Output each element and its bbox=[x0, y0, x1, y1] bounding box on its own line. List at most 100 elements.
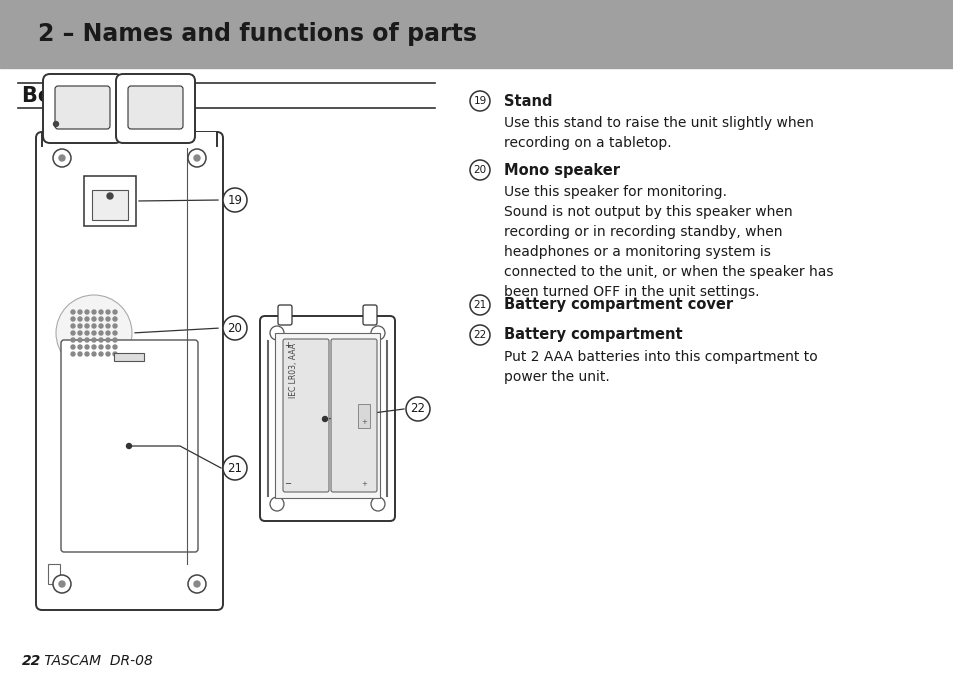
FancyBboxPatch shape bbox=[116, 74, 194, 143]
Circle shape bbox=[99, 331, 103, 335]
FancyBboxPatch shape bbox=[36, 132, 223, 610]
Circle shape bbox=[71, 352, 75, 356]
Circle shape bbox=[91, 352, 96, 356]
Text: 21: 21 bbox=[473, 300, 486, 310]
Circle shape bbox=[85, 338, 89, 342]
Circle shape bbox=[78, 324, 82, 328]
Circle shape bbox=[112, 331, 117, 335]
Circle shape bbox=[112, 345, 117, 349]
Text: 20: 20 bbox=[228, 322, 242, 335]
Circle shape bbox=[106, 345, 110, 349]
Circle shape bbox=[106, 352, 110, 356]
Circle shape bbox=[188, 575, 206, 593]
FancyBboxPatch shape bbox=[128, 86, 183, 129]
Circle shape bbox=[59, 581, 65, 587]
Circle shape bbox=[127, 444, 132, 449]
FancyBboxPatch shape bbox=[331, 339, 376, 492]
Text: Battery compartment: Battery compartment bbox=[503, 327, 682, 342]
Text: Use this stand to raise the unit slightly when
recording on a tabletop.: Use this stand to raise the unit slightl… bbox=[503, 116, 813, 150]
Circle shape bbox=[59, 155, 65, 161]
Circle shape bbox=[223, 316, 247, 340]
Text: 19: 19 bbox=[473, 96, 486, 106]
Circle shape bbox=[107, 193, 112, 199]
FancyBboxPatch shape bbox=[61, 340, 198, 552]
Circle shape bbox=[223, 188, 247, 212]
Circle shape bbox=[53, 121, 58, 126]
Text: 22: 22 bbox=[410, 403, 425, 416]
Text: Put 2 AAA batteries into this compartment to
power the unit.: Put 2 AAA batteries into this compartmen… bbox=[503, 350, 817, 384]
Circle shape bbox=[223, 456, 247, 480]
FancyBboxPatch shape bbox=[363, 305, 376, 325]
Text: Mono speaker: Mono speaker bbox=[503, 163, 619, 178]
Circle shape bbox=[85, 345, 89, 349]
Circle shape bbox=[85, 310, 89, 314]
Text: 2 – Names and functions of parts: 2 – Names and functions of parts bbox=[38, 22, 476, 46]
Text: TASCAM  DR-08: TASCAM DR-08 bbox=[40, 654, 152, 668]
Circle shape bbox=[78, 352, 82, 356]
Circle shape bbox=[71, 310, 75, 314]
Circle shape bbox=[91, 345, 96, 349]
Circle shape bbox=[371, 497, 385, 511]
Text: Bottom panel: Bottom panel bbox=[22, 86, 181, 106]
Circle shape bbox=[470, 295, 490, 315]
Bar bbox=[48, 564, 60, 584]
FancyBboxPatch shape bbox=[55, 86, 110, 129]
Circle shape bbox=[85, 317, 89, 321]
Bar bbox=[84, 176, 136, 226]
Circle shape bbox=[99, 345, 103, 349]
Circle shape bbox=[193, 155, 200, 161]
Bar bbox=[0, 0, 953, 68]
Circle shape bbox=[78, 317, 82, 321]
Bar bbox=[113, 353, 144, 361]
Circle shape bbox=[112, 317, 117, 321]
Circle shape bbox=[78, 310, 82, 314]
Circle shape bbox=[406, 397, 430, 421]
Circle shape bbox=[78, 345, 82, 349]
Circle shape bbox=[71, 331, 75, 335]
Circle shape bbox=[193, 581, 200, 587]
Circle shape bbox=[91, 317, 96, 321]
Circle shape bbox=[78, 331, 82, 335]
Circle shape bbox=[106, 310, 110, 314]
Text: +: + bbox=[360, 419, 367, 425]
Circle shape bbox=[106, 324, 110, 328]
Bar bbox=[357, 404, 370, 428]
Text: 21: 21 bbox=[227, 462, 242, 475]
Text: −: − bbox=[284, 479, 291, 488]
Circle shape bbox=[99, 317, 103, 321]
Circle shape bbox=[112, 352, 117, 356]
Circle shape bbox=[85, 352, 89, 356]
Bar bbox=[42, 132, 216, 146]
Circle shape bbox=[71, 324, 75, 328]
Circle shape bbox=[91, 338, 96, 342]
FancyBboxPatch shape bbox=[283, 339, 329, 492]
Text: IEC LR03, AAA: IEC LR03, AAA bbox=[289, 343, 297, 398]
Circle shape bbox=[53, 149, 71, 167]
Circle shape bbox=[188, 149, 206, 167]
Circle shape bbox=[99, 338, 103, 342]
Text: 22: 22 bbox=[473, 330, 486, 340]
Circle shape bbox=[112, 338, 117, 342]
Bar bbox=[91, 190, 128, 220]
Circle shape bbox=[91, 331, 96, 335]
Circle shape bbox=[322, 416, 327, 421]
Circle shape bbox=[99, 324, 103, 328]
Circle shape bbox=[470, 160, 490, 180]
Circle shape bbox=[99, 310, 103, 314]
Text: Battery compartment cover: Battery compartment cover bbox=[503, 298, 732, 313]
Circle shape bbox=[112, 310, 117, 314]
Circle shape bbox=[78, 338, 82, 342]
Circle shape bbox=[85, 331, 89, 335]
Circle shape bbox=[270, 497, 284, 511]
Text: +: + bbox=[284, 341, 291, 350]
Text: Use this speaker for monitoring.
Sound is not output by this speaker when
record: Use this speaker for monitoring. Sound i… bbox=[503, 185, 833, 299]
Circle shape bbox=[112, 324, 117, 328]
Bar bbox=[274, 333, 379, 498]
Circle shape bbox=[106, 317, 110, 321]
Circle shape bbox=[71, 338, 75, 342]
Text: 20: 20 bbox=[473, 165, 486, 175]
Circle shape bbox=[270, 326, 284, 340]
Text: Stand: Stand bbox=[503, 93, 552, 108]
Circle shape bbox=[91, 324, 96, 328]
Circle shape bbox=[91, 310, 96, 314]
